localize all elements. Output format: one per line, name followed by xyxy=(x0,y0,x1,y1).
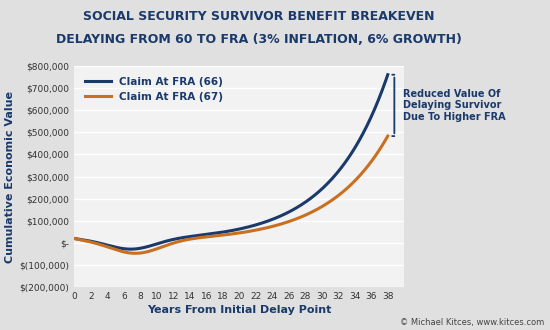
Claim At FRA (67) xyxy=(377,146,384,149)
Claim At FRA (66) xyxy=(241,226,248,230)
X-axis label: Years From Initial Delay Point: Years From Initial Delay Point xyxy=(147,305,332,315)
Claim At FRA (67) xyxy=(241,230,248,234)
Claim At FRA (66) xyxy=(258,221,265,225)
Text: DELAYING FROM 60 TO FRA (3% INFLATION, 6% GROWTH): DELAYING FROM 60 TO FRA (3% INFLATION, 6… xyxy=(56,33,461,46)
Claim At FRA (67) xyxy=(222,233,229,237)
Claim At FRA (66) xyxy=(71,237,78,241)
Claim At FRA (66) xyxy=(128,247,134,251)
Y-axis label: Cumulative Economic Value: Cumulative Economic Value xyxy=(5,90,15,263)
Claim At FRA (66) xyxy=(222,230,229,234)
Legend: Claim At FRA (66), Claim At FRA (67): Claim At FRA (66), Claim At FRA (67) xyxy=(79,71,228,107)
Text: Reduced Value Of
Delaying Survivor
Due To Higher FRA: Reduced Value Of Delaying Survivor Due T… xyxy=(403,89,505,122)
Claim At FRA (67) xyxy=(328,198,335,202)
Claim At FRA (67) xyxy=(384,134,391,138)
Claim At FRA (67) xyxy=(71,237,78,241)
Claim At FRA (67) xyxy=(221,233,227,237)
Claim At FRA (67) xyxy=(258,227,265,231)
Line: Claim At FRA (67): Claim At FRA (67) xyxy=(74,136,388,253)
Claim At FRA (67) xyxy=(132,251,139,255)
Text: © Michael Kitces, www.kitces.com: © Michael Kitces, www.kitces.com xyxy=(400,318,544,327)
Claim At FRA (66) xyxy=(328,177,335,181)
Line: Claim At FRA (66): Claim At FRA (66) xyxy=(74,75,388,249)
Claim At FRA (66) xyxy=(377,92,384,96)
Text: SOCIAL SECURITY SURVIVOR BENEFIT BREAKEVEN: SOCIAL SECURITY SURVIVOR BENEFIT BREAKEV… xyxy=(82,10,434,23)
Claim At FRA (66) xyxy=(221,230,227,234)
Claim At FRA (66) xyxy=(384,73,391,77)
